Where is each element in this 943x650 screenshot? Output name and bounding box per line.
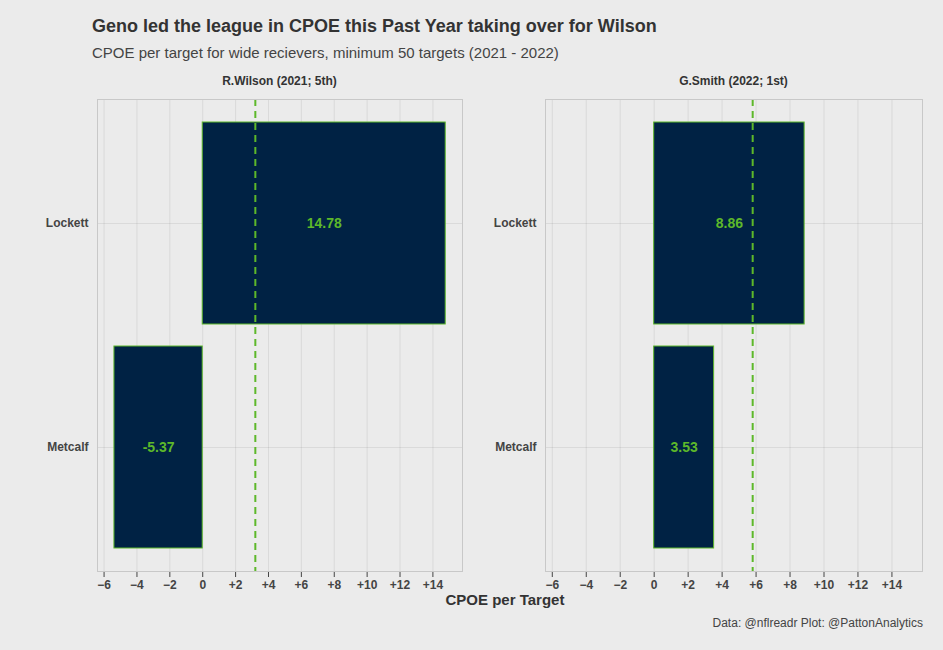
svg-text:+14: +14 (423, 578, 444, 592)
svg-text:0: 0 (651, 578, 658, 592)
html-text:Data: @nflreadr Plot: @PattonA: Data: @nflreadr Plot: @PattonAnalytics (712, 616, 923, 630)
svg-text:Metcalf: Metcalf (495, 440, 537, 454)
svg-text:−4: −4 (130, 578, 144, 592)
svg-text:+10: +10 (357, 578, 378, 592)
svg-text:+8: +8 (783, 578, 797, 592)
svg-text:+12: +12 (848, 578, 869, 592)
svg-text:8.86: 8.86 (716, 215, 743, 231)
html-text:CPOE per target for wide recie: CPOE per target for wide recievers, mini… (92, 44, 559, 61)
svg-text:+2: +2 (681, 578, 695, 592)
svg-text:+12: +12 (390, 578, 411, 592)
svg-text:−2: −2 (613, 578, 627, 592)
svg-text:Metcalf: Metcalf (47, 440, 89, 454)
svg-text:+4: +4 (715, 578, 729, 592)
html-text:G.Smith (2022; 1st): G.Smith (2022; 1st) (679, 74, 788, 88)
svg-text:+10: +10 (814, 578, 835, 592)
svg-text:+8: +8 (327, 578, 341, 592)
svg-text:Lockett: Lockett (494, 216, 537, 230)
svg-text:+4: +4 (262, 578, 276, 592)
svg-text:+2: +2 (229, 578, 243, 592)
svg-text:+14: +14 (882, 578, 903, 592)
svg-text:+6: +6 (295, 578, 309, 592)
html-text:Geno led the league in CPOE th: Geno led the league in CPOE this Past Ye… (92, 16, 657, 36)
svg-text:3.53: 3.53 (671, 439, 698, 455)
svg-text:14.78: 14.78 (307, 215, 342, 231)
svg-text:−2: −2 (163, 578, 177, 592)
svg-text:0: 0 (199, 578, 206, 592)
html-text:R.Wilson (2021; 5th): R.Wilson (2021; 5th) (222, 74, 337, 88)
svg-text:−4: −4 (579, 578, 593, 592)
svg-text:-5.37: -5.37 (143, 439, 175, 455)
svg-text:−6: −6 (97, 578, 111, 592)
svg-text:−6: −6 (545, 578, 559, 592)
svg-text:+6: +6 (749, 578, 763, 592)
html-text:CPOE per Target: CPOE per Target (445, 591, 565, 608)
svg-text:Lockett: Lockett (46, 216, 89, 230)
